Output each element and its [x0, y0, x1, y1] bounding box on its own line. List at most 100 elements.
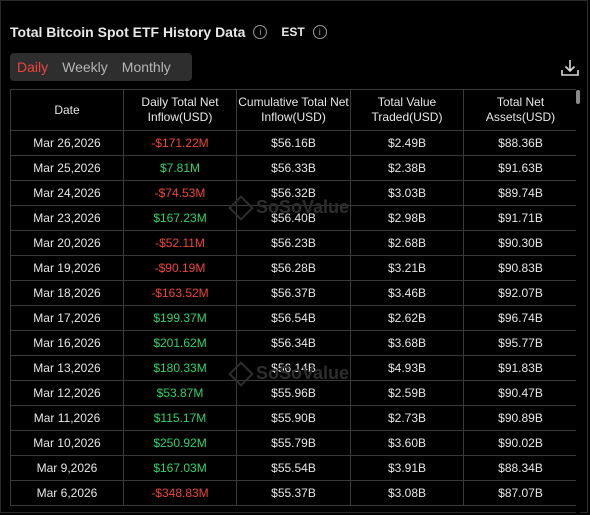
net-assets-cell: $96.74B — [463, 305, 578, 331]
net-assets-cell: $90.47B — [463, 380, 578, 406]
daily-inflow-cell: $180.33M — [123, 355, 237, 381]
tab-monthly[interactable]: Monthly — [121, 59, 171, 75]
table-row[interactable]: Mar 25,2026 $7.81M $56.33B $2.38B $91.63B — [10, 155, 578, 181]
net-assets-cell: $88.36B — [463, 130, 578, 156]
col-header-date[interactable]: Date — [10, 89, 124, 131]
value-traded-cell: $3.08B — [350, 480, 464, 506]
date-cell: Mar 26,2026 — [10, 130, 124, 156]
value-traded-cell: $2.73B — [350, 405, 464, 431]
table-row[interactable]: Mar 19,2026 -$90.19M $56.28B $3.21B $90.83B — [10, 255, 578, 281]
table-row[interactable]: Mar 9,2026 $167.03M $55.54B $3.91B $88.34B — [10, 455, 578, 481]
value-traded-cell: $2.38B — [350, 155, 464, 181]
date-cell: Mar 25,2026 — [10, 155, 124, 181]
history-table-container: Date Daily Total Net Inflow(USD) Cumulat… — [10, 89, 578, 515]
col-header-cumulative-inflow[interactable]: Cumulative Total Net Inflow(USD) — [236, 89, 351, 131]
download-icon[interactable] — [559, 57, 581, 79]
col-header-net-assets[interactable]: Total Net Assets(USD) — [463, 89, 578, 131]
daily-inflow-cell: -$90.19M — [123, 255, 237, 281]
table-row[interactable]: Mar 23,2026 $167.23M $56.40B $2.98B $91.71B — [10, 205, 578, 231]
net-assets-cell: $90.02B — [463, 430, 578, 456]
date-cell: Mar 10,2026 — [10, 430, 124, 456]
value-traded-cell: $2.68B — [350, 230, 464, 256]
daily-inflow-cell: $201.62M — [123, 330, 237, 356]
value-traded-cell: $3.46B — [350, 280, 464, 306]
value-traded-cell: $3.60B — [350, 430, 464, 456]
table-row[interactable]: Mar 12,2026 $53.87M $55.96B $2.59B $90.47B — [10, 380, 578, 406]
value-traded-cell: $3.03B — [350, 180, 464, 206]
tab-daily[interactable]: Daily — [17, 59, 49, 75]
cumulative-inflow-cell: $55.90B — [236, 405, 351, 431]
date-cell: Mar 16,2026 — [10, 330, 124, 356]
date-cell: Mar 13,2026 — [10, 355, 124, 381]
net-assets-cell: $90.89B — [463, 405, 578, 431]
daily-inflow-cell: $250.92M — [123, 430, 237, 456]
cumulative-inflow-cell: $56.32B — [236, 180, 351, 206]
net-assets-cell: $91.63B — [463, 155, 578, 181]
scrollbar-thumb[interactable] — [576, 90, 580, 104]
value-traded-cell: $2.62B — [350, 305, 464, 331]
daily-inflow-cell: -$348.83M — [123, 480, 237, 506]
net-assets-cell: $95.77B — [463, 330, 578, 356]
scrollbar-track[interactable] — [576, 89, 580, 515]
date-cell: Mar 9,2026 — [10, 455, 124, 481]
cumulative-inflow-cell: $56.16B — [236, 130, 351, 156]
daily-inflow-cell: $7.81M — [123, 155, 237, 181]
table-row[interactable]: Mar 13,2026 $180.33M $56.14B $4.93B $91.83B — [10, 355, 578, 381]
value-traded-cell: $4.93B — [350, 355, 464, 381]
value-traded-cell: $2.59B — [350, 380, 464, 406]
net-assets-cell: $89.74B — [463, 180, 578, 206]
daily-inflow-cell: $167.03M — [123, 455, 237, 481]
cumulative-inflow-cell: $55.96B — [236, 380, 351, 406]
value-traded-cell: $3.91B — [350, 455, 464, 481]
table-row[interactable]: Mar 17,2026 $199.37M $56.54B $2.62B $96.74B — [10, 305, 578, 331]
table-row[interactable]: Mar 11,2026 $115.17M $55.90B $2.73B $90.89B — [10, 405, 578, 431]
period-tabs: Daily Weekly Monthly — [10, 53, 192, 81]
daily-inflow-cell: -$52.11M — [123, 230, 237, 256]
daily-inflow-cell: $115.17M — [123, 405, 237, 431]
cumulative-inflow-cell: $56.28B — [236, 255, 351, 281]
table-row[interactable]: Mar 16,2026 $201.62M $56.34B $3.68B $95.77B — [10, 330, 578, 356]
value-traded-cell: $3.21B — [350, 255, 464, 281]
timezone-info-icon[interactable]: i — [312, 25, 327, 39]
date-cell: Mar 19,2026 — [10, 255, 124, 281]
net-assets-cell: $88.34B — [463, 455, 578, 481]
table-row[interactable]: Mar 10,2026 $250.92M $55.79B $3.60B $90.02B — [10, 430, 578, 456]
daily-inflow-cell: $53.87M — [123, 380, 237, 406]
date-cell: Mar 23,2026 — [10, 205, 124, 231]
table-row[interactable]: Mar 20,2026 -$52.11M $56.23B $2.68B $90.30B — [10, 230, 578, 256]
date-cell: Mar 18,2026 — [10, 280, 124, 306]
value-traded-cell: $3.68B — [350, 330, 464, 356]
tab-weekly[interactable]: Weekly — [62, 59, 108, 75]
date-cell: Mar 17,2026 — [10, 305, 124, 331]
table-row[interactable]: Mar 24,2026 -$74.53M $56.32B $3.03B $89.74B — [10, 180, 578, 206]
cumulative-inflow-cell: $56.54B — [236, 305, 351, 331]
cumulative-inflow-cell: $56.40B — [236, 205, 351, 231]
value-traded-cell: $2.98B — [350, 205, 464, 231]
net-assets-cell: $87.07B — [463, 480, 578, 506]
col-header-value-traded[interactable]: Total Value Traded(USD) — [350, 89, 464, 131]
table-row[interactable]: Mar 26,2026 -$171.22M $56.16B $2.49B $88.36B — [10, 130, 578, 156]
table-header-row: Date Daily Total Net Inflow(USD) Cumulat… — [10, 89, 578, 131]
cumulative-inflow-cell: $56.23B — [236, 230, 351, 256]
net-assets-cell: $92.07B — [463, 280, 578, 306]
col-header-daily-inflow[interactable]: Daily Total Net Inflow(USD) — [123, 89, 237, 131]
cumulative-inflow-cell: $55.54B — [236, 455, 351, 481]
cumulative-inflow-cell: $56.37B — [236, 280, 351, 306]
daily-inflow-cell: -$74.53M — [123, 180, 237, 206]
info-icon[interactable]: i — [253, 25, 268, 39]
table-row[interactable]: Mar 18,2026 -$163.52M $56.37B $3.46B $92.07B — [10, 280, 578, 306]
net-assets-cell: $90.30B — [463, 230, 578, 256]
table-row[interactable]: Mar 6,2026 -$348.83M $55.37B $3.08B $87.07B — [10, 480, 578, 506]
cumulative-inflow-cell: $56.34B — [236, 330, 351, 356]
value-traded-cell: $2.49B — [350, 130, 464, 156]
history-table: Date Daily Total Net Inflow(USD) Cumulat… — [10, 89, 578, 506]
date-cell: Mar 11,2026 — [10, 405, 124, 431]
daily-inflow-cell: -$163.52M — [123, 280, 237, 306]
page-title: Total Bitcoin Spot ETF History Data — [10, 24, 246, 40]
cumulative-inflow-cell: $55.79B — [236, 430, 351, 456]
date-cell: Mar 12,2026 — [10, 380, 124, 406]
net-assets-cell: $90.83B — [463, 255, 578, 281]
cumulative-inflow-cell: $55.37B — [236, 480, 351, 506]
cumulative-inflow-cell: $56.14B — [236, 355, 351, 381]
daily-inflow-cell: $199.37M — [123, 305, 237, 331]
